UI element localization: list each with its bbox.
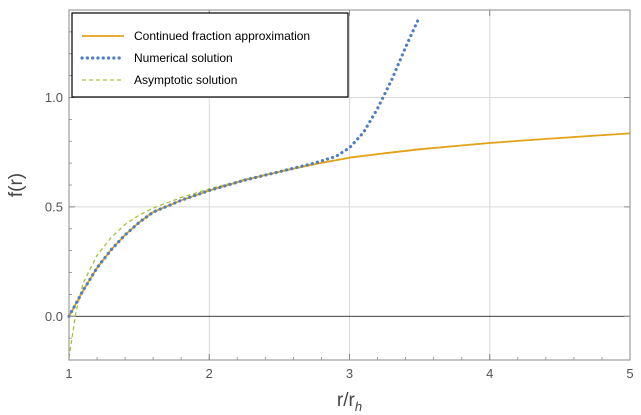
x-tick-label: 2 bbox=[206, 366, 213, 381]
x-axis-label: r/rh bbox=[337, 390, 362, 414]
legend-box bbox=[71, 12, 349, 98]
y-tick-label: 0.0 bbox=[45, 309, 63, 324]
x-tick-label: 5 bbox=[626, 366, 633, 381]
legend-label: Continued fraction approximation bbox=[134, 29, 310, 43]
legend-label: Asymptotic solution bbox=[134, 73, 237, 87]
legend-items: Continued fraction approximation Numerica… bbox=[80, 29, 310, 87]
x-tick-label: 4 bbox=[486, 366, 493, 381]
series-line-dotted bbox=[67, 15, 422, 318]
legend: Continued fraction approximation Numerica… bbox=[71, 12, 349, 98]
y-tick-label: 0.5 bbox=[45, 199, 63, 214]
y-tick-label: 1.0 bbox=[45, 90, 63, 105]
legend-label: Numerical solution bbox=[134, 51, 233, 65]
x-tick-label: 3 bbox=[346, 366, 353, 381]
x-tick-label: 1 bbox=[65, 366, 72, 381]
y-axis-label: f(r) bbox=[6, 173, 27, 197]
axis-ticks: 1 2 3 4 5 0.0 0.5 1.0 bbox=[45, 9, 634, 381]
series-line-dashed bbox=[68, 132, 631, 358]
series-layer bbox=[67, 15, 631, 358]
